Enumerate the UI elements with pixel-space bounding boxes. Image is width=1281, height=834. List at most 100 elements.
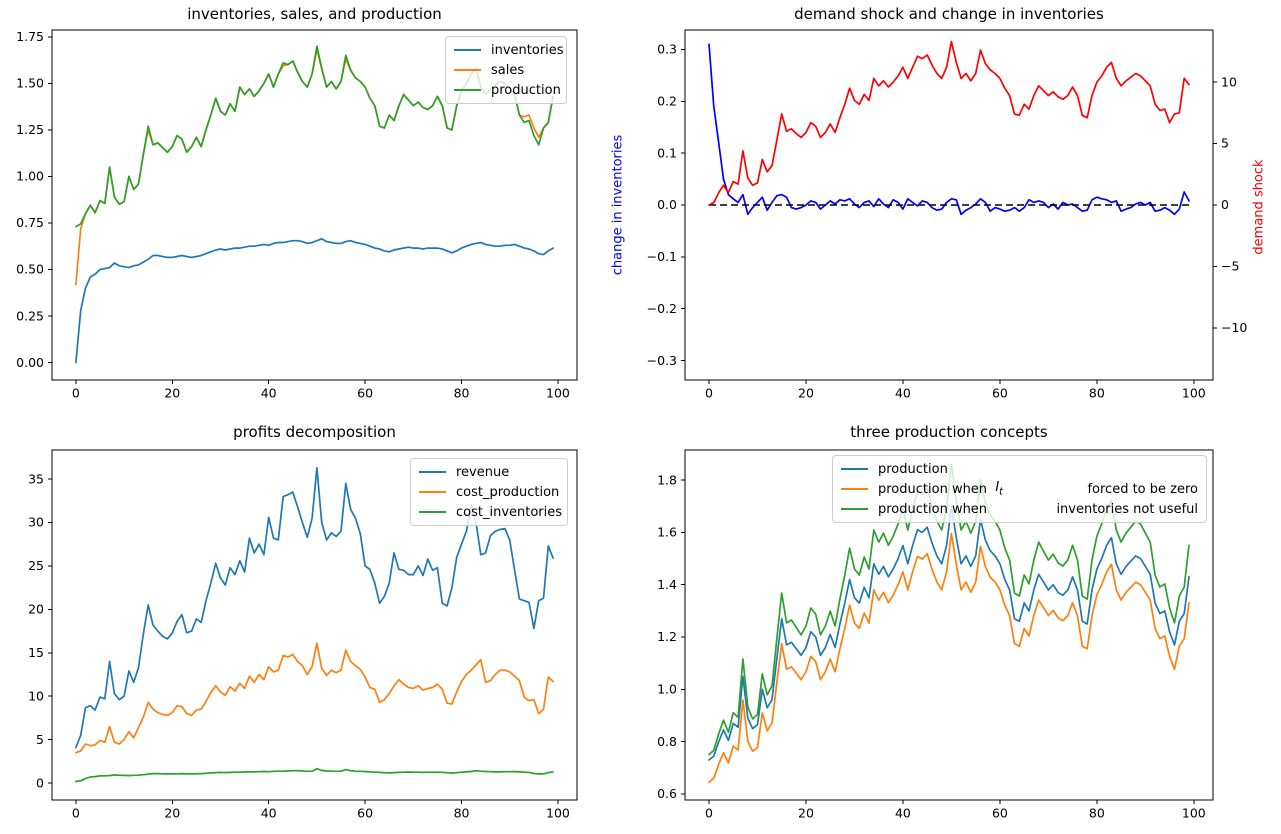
x-tick-label: 20 (164, 806, 180, 821)
legend-label: revenue (456, 464, 510, 480)
axes-frame (684, 449, 1214, 801)
y-tick-label: 0.00 (16, 355, 44, 370)
legend-label: production (491, 82, 561, 98)
x-tick-label: 60 (357, 386, 373, 401)
y-tick-label: 25 (28, 558, 44, 573)
y-tick-label: 0.3 (657, 42, 677, 57)
y-axis-label-change-in-inventories: change in inventories (610, 134, 626, 276)
legend: inventories sales production (445, 36, 567, 104)
y-right-tick-label: 5 (1221, 136, 1229, 151)
legend-math-symbol: It (991, 480, 1004, 498)
legend-line-sample (841, 507, 868, 511)
axes-frame (51, 449, 578, 801)
y-tick-label: 0.6 (657, 786, 677, 801)
series-line-cost-production (75, 642, 554, 754)
legend-line-sample (841, 467, 868, 471)
y-tick-label: 5 (36, 732, 44, 747)
x-tick-label: 80 (1089, 806, 1105, 821)
chart-profits-decomposition: 0 20 40 60 80 100 0 5 10 15 20 25 30 35 profits decom… (0, 417, 640, 834)
y-right-tick-label: 10 (1221, 74, 1237, 89)
legend-entry: production (841, 459, 1198, 479)
y-tick-label: 35 (28, 471, 44, 486)
legend-entry: sales (454, 60, 558, 80)
legend-line-sample (454, 48, 481, 52)
legend-entry: revenue (419, 462, 559, 482)
legend: revenue cost_production cost_inventories (410, 458, 568, 526)
legend-line-sample (454, 88, 481, 92)
y-tick-label: 0 (36, 775, 44, 790)
legend-label: cost_inventories (456, 504, 563, 520)
x-tick-label: 20 (798, 386, 814, 401)
legend-entry: cost_production (419, 482, 559, 502)
x-tick-label: 80 (454, 806, 470, 821)
chart-three-production-concepts: 0 20 40 60 80 100 0.6 0.8 1.0 1.2 1.4 1.6 1.8 three … (640, 417, 1281, 834)
y-tick-label: 1.00 (16, 169, 44, 184)
y-tick-label: 1.0 (657, 682, 677, 697)
y-tick-label: 0.50 (16, 262, 44, 277)
legend-label-continued: forced to be zero (1087, 481, 1198, 497)
chart-title: profits decomposition (233, 423, 396, 441)
series-line-change-in-inventories (708, 43, 1190, 216)
y-tick-label: 1.75 (16, 29, 44, 44)
chart-inventories-sales-production: 0 20 40 60 80 100 0.00 0.25 0.50 0.75 1.00 1.25 1.50… (0, 0, 640, 417)
legend-entry: production when It forced to be zero (841, 479, 1198, 499)
x-tick-label: 20 (164, 386, 180, 401)
legend-label: sales (491, 62, 525, 78)
y-right-tick-label: −10 (1221, 320, 1247, 335)
series-line-production (708, 505, 1190, 761)
chart-demand-shock-and-change-in-inventories: 0 20 40 60 80 100 0.3 0.2 0.1 0.0 −0.1 −0.2 −0.3 10 5 0… (640, 0, 1281, 417)
legend-label: production (878, 461, 948, 477)
plot-svg: 0 20 40 60 80 100 0.3 0.2 0.1 0.0 −0.1 −0.2 −0.3 10 5 0… (647, 29, 1247, 401)
x-tick-label: 40 (895, 386, 911, 401)
series-line-inventories (75, 237, 554, 364)
y-tick-label: −0.1 (647, 249, 677, 264)
legend-label: cost_production (456, 484, 560, 500)
y-tick-label: 1.4 (657, 577, 677, 592)
x-tick-label: 60 (357, 806, 373, 821)
y-tick-label: 0.75 (16, 215, 44, 230)
legend-line-sample (419, 470, 446, 474)
x-tick-label: 100 (1182, 806, 1206, 821)
plot-svg: 0 20 40 60 80 100 0.00 0.25 0.50 0.75 1.00 1.25 1.50… (16, 29, 578, 401)
y-tick-label: 1.2 (657, 629, 677, 644)
y-right-tick-label: −5 (1221, 259, 1239, 274)
legend-label: inventories (491, 42, 564, 58)
y-tick-label: −0.3 (647, 353, 677, 368)
x-tick-label: 60 (992, 806, 1008, 821)
x-tick-label: 40 (261, 386, 277, 401)
legend-line-sample (841, 487, 868, 491)
chart-title: demand shock and change in inventories (794, 5, 1104, 23)
x-tick-label: 100 (1182, 386, 1206, 401)
x-tick-label: 80 (454, 386, 470, 401)
series-line-demand-shock (708, 40, 1190, 206)
legend-entry: inventories (454, 40, 564, 60)
series-line-cost-inventories (75, 767, 554, 783)
legend-label-continued: inventories not useful (1056, 501, 1198, 517)
chart-title: three production concepts (850, 423, 1048, 441)
x-tick-label: 40 (261, 806, 277, 821)
x-tick-label: 100 (546, 806, 570, 821)
x-tick-label: 40 (895, 806, 911, 821)
legend-line-sample (454, 68, 481, 72)
y-tick-label: 0.1 (657, 145, 677, 160)
legend-entry: cost_inventories (419, 502, 563, 522)
y-tick-label: 10 (28, 688, 44, 703)
y-tick-label: −0.2 (647, 301, 677, 316)
legend-label: production when (878, 481, 992, 497)
x-tick-label: 0 (72, 386, 80, 401)
y-tick-label: 1.8 (657, 472, 677, 487)
legend-line-sample (419, 490, 446, 494)
legend-entry: production (454, 80, 561, 100)
legend-entry: production when inventories not useful (841, 499, 1198, 519)
x-tick-label: 0 (705, 386, 713, 401)
y-axis-label-demand-shock: demand shock (1251, 159, 1267, 255)
y-tick-label: 1.6 (657, 525, 677, 540)
x-tick-label: 0 (705, 806, 713, 821)
y-tick-label: 0.25 (16, 308, 44, 323)
x-tick-label: 0 (72, 806, 80, 821)
y-tick-label: 15 (28, 645, 44, 660)
y-tick-label: 1.50 (16, 76, 44, 91)
y-tick-label: 1.25 (16, 122, 44, 137)
y-tick-label: 0.8 (657, 734, 677, 749)
y-tick-label: 20 (28, 602, 44, 617)
